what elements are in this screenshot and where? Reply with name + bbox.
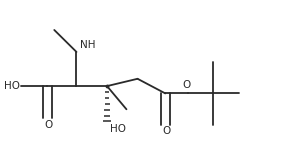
Text: O: O (182, 80, 190, 91)
Text: NH: NH (80, 40, 95, 50)
Text: O: O (162, 126, 171, 136)
Text: HO: HO (110, 124, 126, 134)
Text: O: O (45, 120, 53, 130)
Text: HO: HO (4, 81, 20, 91)
